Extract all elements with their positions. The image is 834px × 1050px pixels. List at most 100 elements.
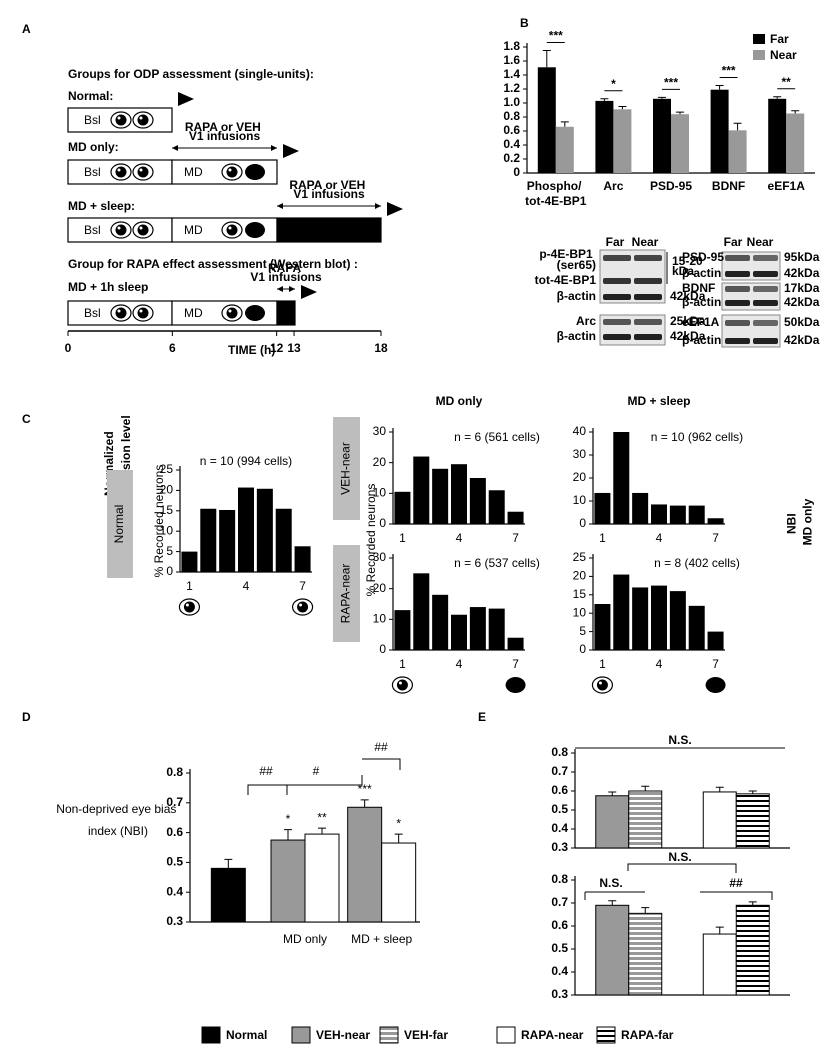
bar [451,614,467,650]
y-tick-label: 0.4 [166,884,183,898]
blot-band [725,271,750,277]
time-tick-label: 0 [65,341,72,355]
x-tick-label: PSD-95 [650,179,692,193]
pupil [137,307,149,319]
comparison-label: # [313,764,320,778]
blot-row-label: eEF1A [682,315,720,329]
y-tick-label: 0.3 [551,987,568,1001]
bar [381,842,417,923]
row-label: MD + 1h sleep [68,280,148,294]
x-tick-label: 7 [712,657,719,671]
comparison-label: N.S. [668,733,691,747]
blot-band [634,294,662,300]
closed-eye [245,164,265,180]
error-bar [608,791,617,796]
row-label: Normal [112,505,126,544]
bar [632,492,649,524]
bar [488,490,505,524]
y-tick-label: 0 [379,516,386,530]
arrowhead [301,285,317,299]
x-tick-label: 1 [186,579,193,593]
error-bar [608,900,617,906]
bar [200,508,217,572]
row-label: MD only: [68,140,119,154]
blot-band [725,286,750,292]
highlight [139,116,143,120]
blot-band [753,286,778,292]
comparison-bracket [700,891,773,900]
bar [537,67,556,173]
blot-band [603,278,631,284]
blot-size: 25kDa [670,314,706,328]
y-tick-label: 10 [160,523,174,537]
legend-label: Normal [226,1028,267,1042]
lane-label: Far [724,235,743,249]
y-tick-label: 0.8 [503,109,520,123]
panel-label: E [478,710,486,724]
legend-swatch [291,1026,311,1044]
segment-label: Sleep [314,223,345,237]
bar [651,585,667,650]
bar [488,608,505,650]
error-bar [715,786,724,792]
bar [181,551,198,572]
pupil [115,166,127,178]
panel-label: C [22,412,31,426]
pupil [226,166,238,178]
pupil [297,601,309,613]
arrowhead [387,202,403,216]
arrow-tip [172,145,178,151]
comparison-label: ## [374,740,388,754]
group-title: Group for RAPA effect assessment (Wester… [68,257,358,271]
y-tick-label: 0.8 [551,745,568,759]
error-bar [600,98,609,101]
bar [688,505,705,524]
bar [256,488,273,572]
highlight [139,226,143,230]
blot-size: 42kDa [670,289,706,303]
group-title: Groups for ODP assessment (single-units)… [68,67,314,81]
significance: *** [722,64,736,78]
blot-row-label: p-4E-BP1 (ser65) [539,247,596,272]
y-tick-label: 25 [160,462,174,476]
pupil [183,601,195,613]
x-tick-label: eEF1A [768,179,806,193]
y-tick-label: 1.8 [503,39,520,53]
error-bar [318,827,326,835]
bar [671,114,689,173]
x-tick-label: 1 [599,657,606,671]
comparison-bracket [362,758,401,770]
blot-size: 42kDa [670,329,706,343]
bar [210,867,246,923]
blot-band [753,338,778,344]
pupil [596,679,608,691]
legend-label: Near [770,48,797,62]
arrow-tip [375,203,381,209]
bar [413,573,430,650]
pupil [115,224,127,236]
panel-label: B [520,16,529,30]
bar [394,491,411,524]
bar [632,587,649,650]
y-tick-label: 0.7 [166,795,183,809]
bar [270,839,306,923]
blot-row-label: Arc [576,314,596,328]
legend-swatch [379,1026,399,1044]
chart-title: MD + sleep [627,394,690,408]
error-bar [618,106,627,110]
legend-swatch [496,1026,516,1044]
blot-row-label: β-actin [682,333,721,347]
comparison-bracket [247,775,363,795]
x-tick-label: 4 [456,657,463,671]
x-tick-label: 1 [599,531,606,545]
comparison-label: ## [729,876,743,890]
blot-band [603,319,631,325]
significance: ** [782,75,792,89]
y-tick-label: 30 [573,447,587,461]
legend-swatch [201,1026,221,1044]
legend-label: RAPA-near [521,1028,584,1042]
timeline-segment [276,300,296,326]
bar [595,100,614,173]
y-tick-label: 10 [573,493,587,507]
